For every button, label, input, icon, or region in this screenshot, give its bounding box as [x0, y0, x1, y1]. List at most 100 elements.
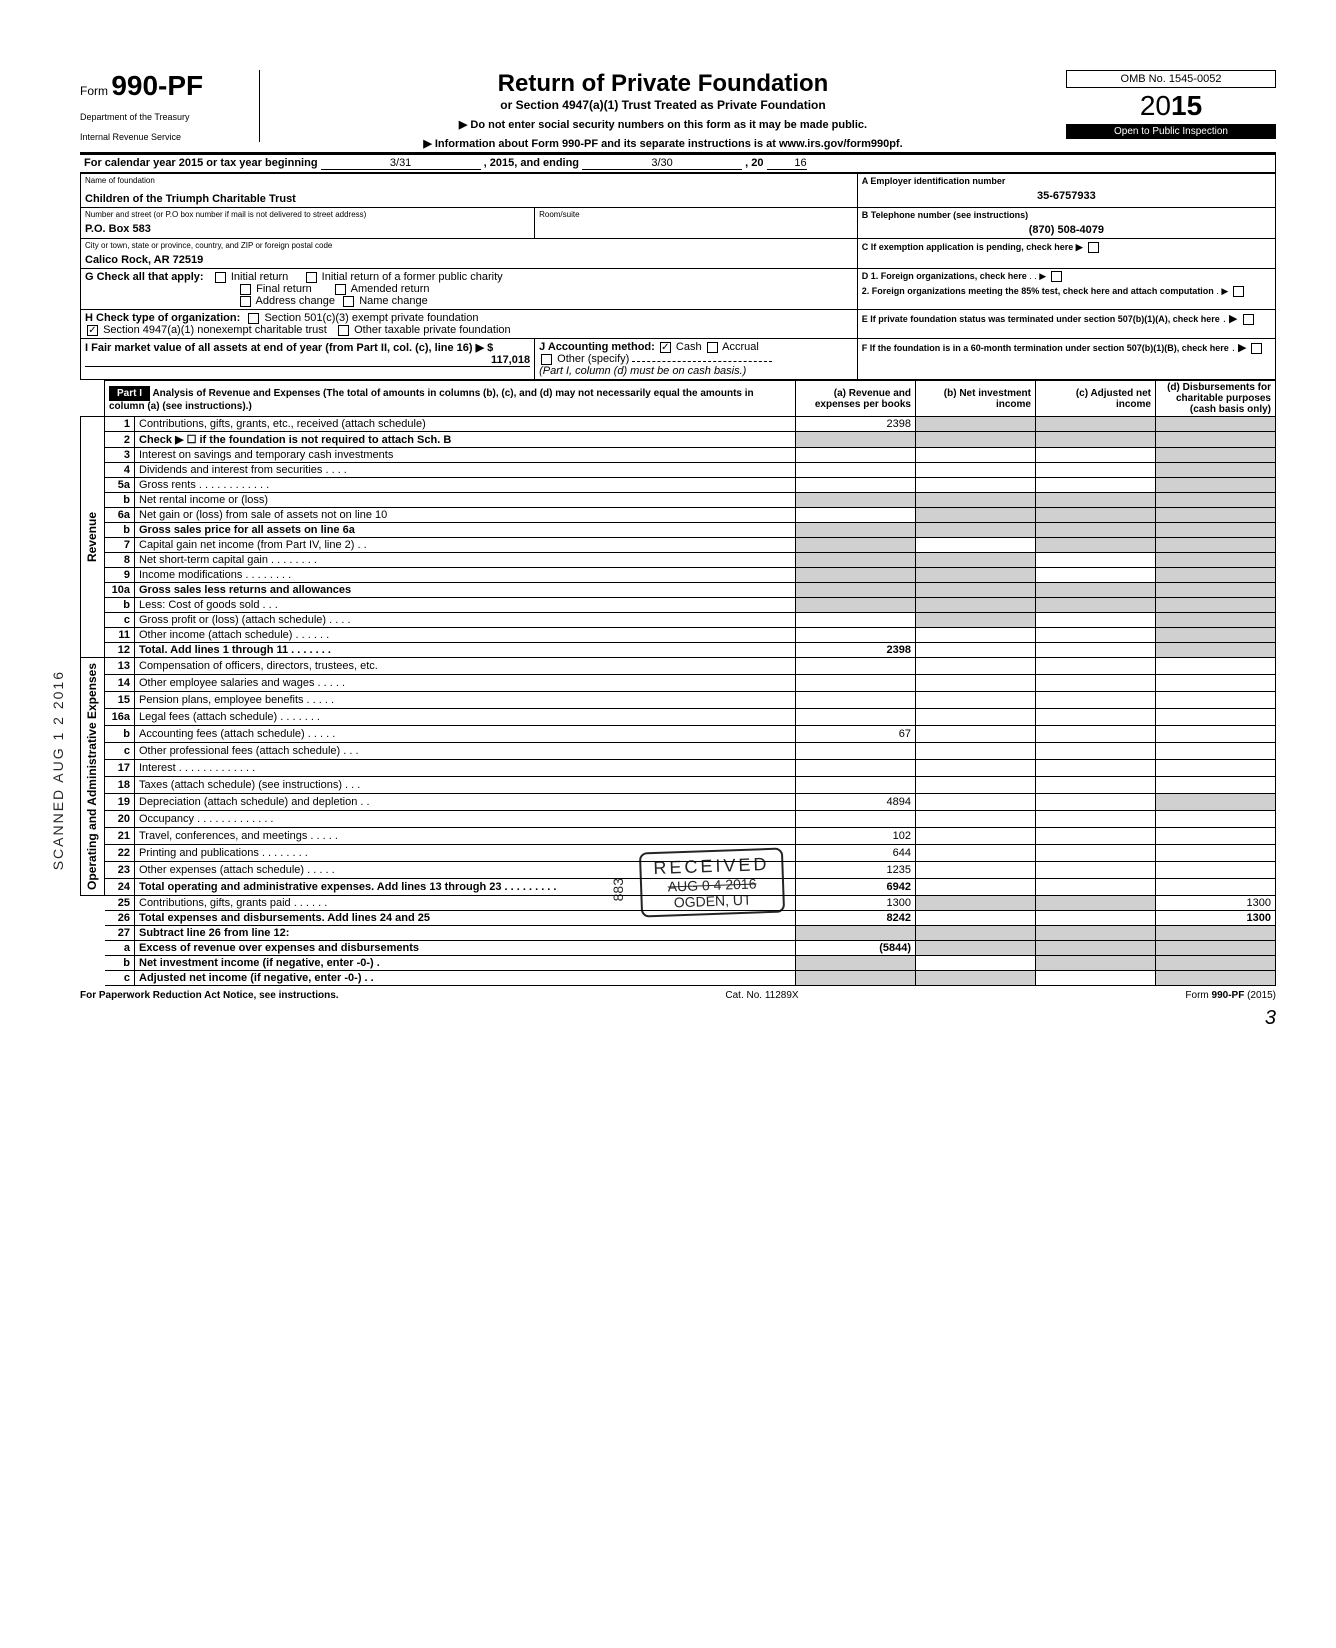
- r20-a[interactable]: [796, 810, 916, 827]
- r17-a[interactable]: [796, 759, 916, 776]
- r20-b[interactable]: [916, 810, 1036, 827]
- r27c-c[interactable]: [1036, 970, 1156, 985]
- r13-a[interactable]: [796, 658, 916, 675]
- r15-dd[interactable]: [1156, 691, 1276, 708]
- r19-a[interactable]: 4894: [796, 793, 916, 810]
- r27b-b[interactable]: [916, 955, 1036, 970]
- r11-a[interactable]: [796, 628, 916, 643]
- city-value[interactable]: Calico Rock, AR 72519: [85, 254, 853, 266]
- r13-c[interactable]: [1036, 658, 1156, 675]
- r24-c[interactable]: [1036, 878, 1156, 895]
- r14-dd[interactable]: [1156, 674, 1276, 691]
- r26-a[interactable]: 8242: [796, 910, 916, 925]
- r22-dd[interactable]: [1156, 844, 1276, 861]
- r23-a[interactable]: 1235: [796, 861, 916, 878]
- g-chk-name[interactable]: [343, 296, 354, 307]
- foundation-name[interactable]: Children of the Triumph Charitable Trust: [85, 193, 853, 205]
- r22-b[interactable]: [916, 844, 1036, 861]
- r11-c[interactable]: [1036, 628, 1156, 643]
- r17-b[interactable]: [916, 759, 1036, 776]
- r23-c[interactable]: [1036, 861, 1156, 878]
- r6a-a[interactable]: [796, 508, 916, 523]
- g-chk-former[interactable]: [306, 272, 317, 283]
- r16b-dd[interactable]: [1156, 725, 1276, 742]
- r18-c[interactable]: [1036, 776, 1156, 793]
- r5a-c[interactable]: [1036, 478, 1156, 493]
- r18-b[interactable]: [916, 776, 1036, 793]
- r19-b[interactable]: [916, 793, 1036, 810]
- r16b-a[interactable]: 67: [796, 725, 916, 742]
- r16a-a[interactable]: [796, 708, 916, 725]
- cal-end-yr[interactable]: 16: [767, 157, 807, 170]
- r11-b[interactable]: [916, 628, 1036, 643]
- f-checkbox[interactable]: [1251, 343, 1262, 354]
- r1-a[interactable]: 2398: [796, 417, 916, 432]
- addr-value[interactable]: P.O. Box 583: [85, 223, 530, 235]
- r24-a[interactable]: 6942: [796, 878, 916, 895]
- j-chk-cash[interactable]: ✓: [660, 342, 671, 353]
- r15-c[interactable]: [1036, 691, 1156, 708]
- r7-b[interactable]: [916, 538, 1036, 553]
- d1-checkbox[interactable]: [1051, 271, 1062, 282]
- r12-c[interactable]: [1036, 643, 1156, 658]
- e-checkbox[interactable]: [1243, 314, 1254, 325]
- h-chk-other[interactable]: [338, 325, 349, 336]
- r21-a[interactable]: 102: [796, 827, 916, 844]
- r17-c[interactable]: [1036, 759, 1156, 776]
- r20-c[interactable]: [1036, 810, 1156, 827]
- r16c-a[interactable]: [796, 742, 916, 759]
- r16b-c[interactable]: [1036, 725, 1156, 742]
- r24-dd[interactable]: [1156, 878, 1276, 895]
- i-value[interactable]: 117,018: [85, 354, 530, 367]
- r4-a[interactable]: [796, 463, 916, 478]
- r13-b[interactable]: [916, 658, 1036, 675]
- r18-a[interactable]: [796, 776, 916, 793]
- r13-dd[interactable]: [1156, 658, 1276, 675]
- r25-dd[interactable]: 1300: [1156, 895, 1276, 910]
- r5a-b[interactable]: [916, 478, 1036, 493]
- h-chk-4947[interactable]: ✓: [87, 325, 98, 336]
- r16a-dd[interactable]: [1156, 708, 1276, 725]
- r21-dd[interactable]: [1156, 827, 1276, 844]
- r3-c[interactable]: [1036, 448, 1156, 463]
- r22-c[interactable]: [1036, 844, 1156, 861]
- r15-a[interactable]: [796, 691, 916, 708]
- r14-b[interactable]: [916, 674, 1036, 691]
- r22-a[interactable]: 644: [796, 844, 916, 861]
- r3-b[interactable]: [916, 448, 1036, 463]
- r23-dd[interactable]: [1156, 861, 1276, 878]
- r26-c[interactable]: [1036, 910, 1156, 925]
- r23-b[interactable]: [916, 861, 1036, 878]
- r26-dd[interactable]: 1300: [1156, 910, 1276, 925]
- r27a-a[interactable]: (5844): [796, 940, 916, 955]
- r26-b[interactable]: [916, 910, 1036, 925]
- tel-value[interactable]: (870) 508-4079: [862, 224, 1271, 236]
- j-chk-other[interactable]: [541, 354, 552, 365]
- g-chk-amended[interactable]: [335, 284, 346, 295]
- r18-dd[interactable]: [1156, 776, 1276, 793]
- r16c-b[interactable]: [916, 742, 1036, 759]
- cal-begin[interactable]: 3/31: [321, 157, 481, 170]
- r21-c[interactable]: [1036, 827, 1156, 844]
- r10c-a[interactable]: [796, 613, 916, 628]
- j-chk-accrual[interactable]: [707, 342, 718, 353]
- r17-dd[interactable]: [1156, 759, 1276, 776]
- r9-c[interactable]: [1036, 568, 1156, 583]
- g-chk-address[interactable]: [240, 296, 251, 307]
- r16c-dd[interactable]: [1156, 742, 1276, 759]
- r25-a[interactable]: 1300: [796, 895, 916, 910]
- r20-dd[interactable]: [1156, 810, 1276, 827]
- r8-c[interactable]: [1036, 553, 1156, 568]
- g-chk-final[interactable]: [240, 284, 251, 295]
- cal-end[interactable]: 3/30: [582, 157, 742, 170]
- r15-b[interactable]: [916, 691, 1036, 708]
- g-chk-initial[interactable]: [215, 272, 226, 283]
- h-chk-501c3[interactable]: [248, 313, 259, 324]
- r16b-b[interactable]: [916, 725, 1036, 742]
- c-checkbox[interactable]: [1088, 242, 1099, 253]
- d2-checkbox[interactable]: [1233, 286, 1244, 297]
- r14-c[interactable]: [1036, 674, 1156, 691]
- r4-c[interactable]: [1036, 463, 1156, 478]
- r16a-c[interactable]: [1036, 708, 1156, 725]
- r3-a[interactable]: [796, 448, 916, 463]
